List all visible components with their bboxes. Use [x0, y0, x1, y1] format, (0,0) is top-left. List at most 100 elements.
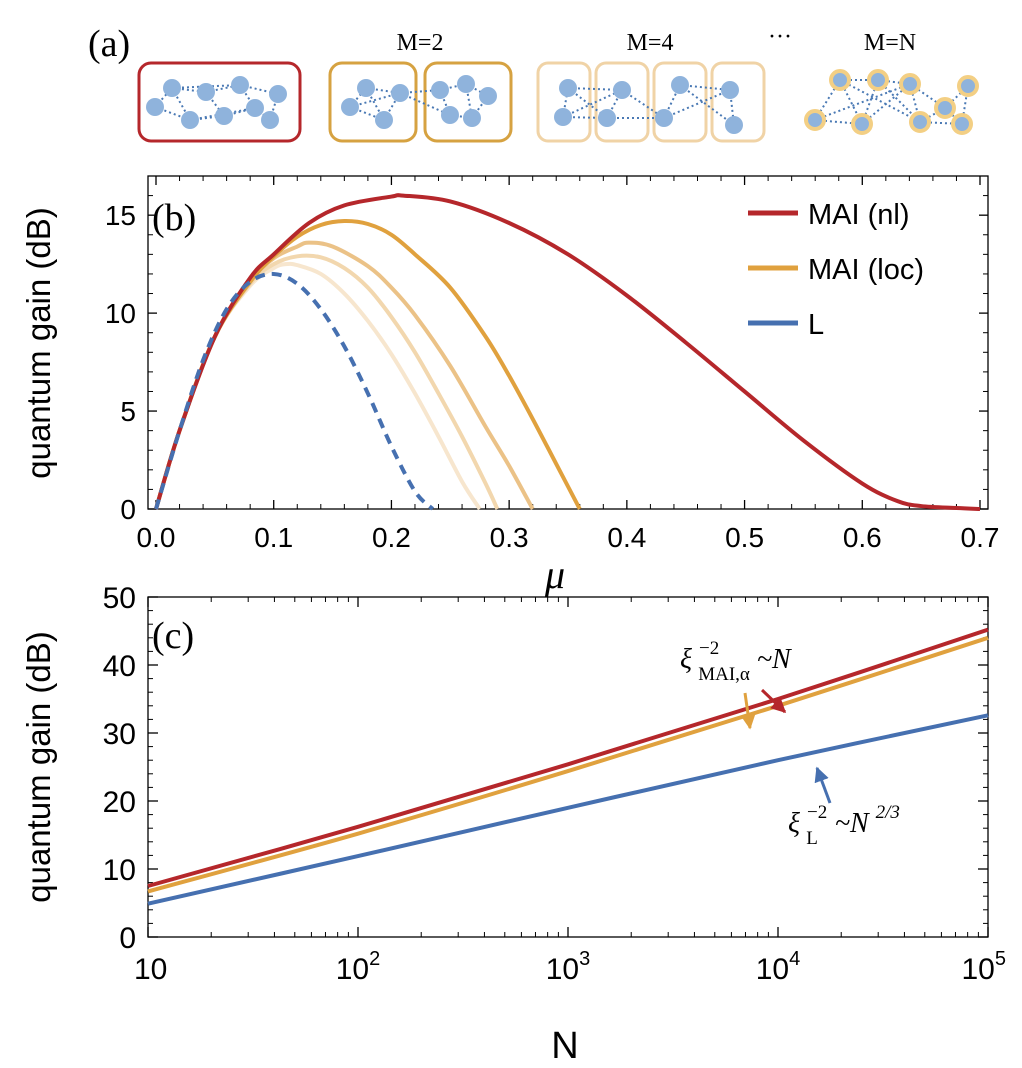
- y-tick-label: 30: [103, 718, 136, 751]
- y-axis-label: quantum gain (dB): [20, 207, 57, 479]
- network-node: [957, 75, 979, 97]
- x-tick-label: 0.0: [137, 522, 176, 553]
- network-node: [559, 79, 577, 97]
- network-link: [839, 79, 921, 123]
- network-link: [562, 89, 623, 118]
- annotation-arrow-blue: [814, 766, 832, 804]
- series-line-1: [147, 635, 989, 894]
- annotation-l-rest-sup: 2/3: [876, 802, 900, 823]
- network-four-blocks: [536, 61, 766, 143]
- network-link: [349, 92, 401, 108]
- network-node: [721, 81, 739, 99]
- network-node: [231, 76, 249, 94]
- group-label-mn: M=N: [864, 30, 916, 56]
- network-node: [829, 69, 851, 91]
- block-box: [328, 61, 418, 143]
- annotation-mai-xi: ξ: [680, 644, 692, 675]
- x-tick-label: 102: [336, 948, 381, 986]
- network-node: [341, 98, 359, 116]
- network-node: [181, 111, 199, 129]
- network-node: [725, 116, 743, 134]
- network-node: [899, 73, 921, 95]
- series-line-3: [154, 253, 500, 510]
- network-link: [567, 87, 623, 91]
- block-box: [710, 61, 766, 143]
- network-node: [163, 79, 181, 97]
- series-group: [147, 627, 989, 906]
- x-tick-label: 0.3: [490, 522, 529, 553]
- network-node: [197, 83, 215, 101]
- annotation-l-sup: −2: [807, 802, 827, 823]
- panel-b-chart: 0.0 0.1 0.2 0.3 0.4 0.5 0.6 0.7 0 5 10 15 (b) quant…: [20, 175, 999, 597]
- panel-a: (a) M=2 M=4 ··· M=N: [88, 23, 979, 143]
- y-tick-label: 15: [105, 200, 136, 231]
- legend-label-nl: MAI (nl): [808, 199, 910, 231]
- network-link: [189, 107, 256, 121]
- series-line-0: [147, 627, 989, 888]
- x-tick-label: 104: [756, 948, 801, 986]
- network-node: [479, 87, 497, 105]
- x-axis-label: N: [551, 1025, 578, 1067]
- annotation-mai-sup: −2: [699, 638, 719, 659]
- network-node: [357, 79, 375, 97]
- block-box: [652, 61, 708, 143]
- network-link: [449, 114, 473, 119]
- y-tick-label: 5: [120, 396, 136, 427]
- x-axis-label: μ: [544, 552, 565, 597]
- x-tick-label: 0.2: [372, 522, 411, 553]
- annotation-arrow-orange: [740, 692, 756, 730]
- network-node: [215, 107, 233, 125]
- network-node: [431, 81, 449, 99]
- y-tick-label: 0: [119, 922, 136, 955]
- plot-frame: [147, 596, 989, 938]
- network-link: [663, 89, 731, 119]
- network-node: [909, 111, 931, 133]
- network-node: [613, 81, 631, 99]
- network-link: [814, 83, 911, 121]
- y-tick-label: 10: [103, 854, 136, 887]
- network-node: [598, 109, 616, 127]
- y-tick-label: 0: [120, 494, 136, 525]
- plot-frame: [147, 175, 989, 510]
- network-link: [621, 89, 665, 119]
- network-node: [951, 113, 973, 135]
- network-node: [804, 109, 826, 131]
- group-label-m2: M=2: [397, 30, 444, 56]
- network-node: [246, 99, 264, 117]
- network-node: [261, 111, 279, 129]
- annotation-mai-sub: MAI,α: [698, 664, 750, 685]
- network-two-blocks: [328, 61, 513, 143]
- network-n-blocks: [804, 69, 979, 135]
- series-line-0: [154, 193, 981, 511]
- network-node: [457, 75, 475, 93]
- annotation-l-rest: ~N: [835, 808, 870, 839]
- network-node: [375, 111, 393, 129]
- annotation-mai: ξ −2 MAI,α ~N: [680, 638, 792, 730]
- block-box: [536, 61, 592, 143]
- network-link: [171, 84, 241, 89]
- series-group: [154, 193, 981, 511]
- y-tick-label: 10: [105, 298, 136, 329]
- network-node: [671, 76, 689, 94]
- network-node: [934, 97, 956, 119]
- x-tick-label: 105: [962, 948, 1007, 986]
- block-box: [423, 61, 513, 143]
- series-line-2: [147, 713, 989, 906]
- network-node: [867, 69, 889, 91]
- annotation-mai-rest: ~N: [757, 644, 792, 675]
- series-line-4: [154, 261, 482, 511]
- network-link: [679, 84, 735, 126]
- annotation-l: ξ −2 L ~N 2/3: [788, 766, 900, 849]
- annotation-l-sub: L: [806, 828, 818, 849]
- x-tick-label: 103: [546, 948, 591, 986]
- x-tick-label: 0.5: [725, 522, 764, 553]
- series-line-2: [154, 240, 535, 510]
- y-tick-label: 50: [103, 582, 136, 615]
- y-tick-label: 40: [103, 650, 136, 683]
- network-node: [269, 85, 287, 103]
- panel-label: (c): [152, 615, 194, 657]
- network-node: [655, 109, 673, 127]
- network-node: [463, 109, 481, 127]
